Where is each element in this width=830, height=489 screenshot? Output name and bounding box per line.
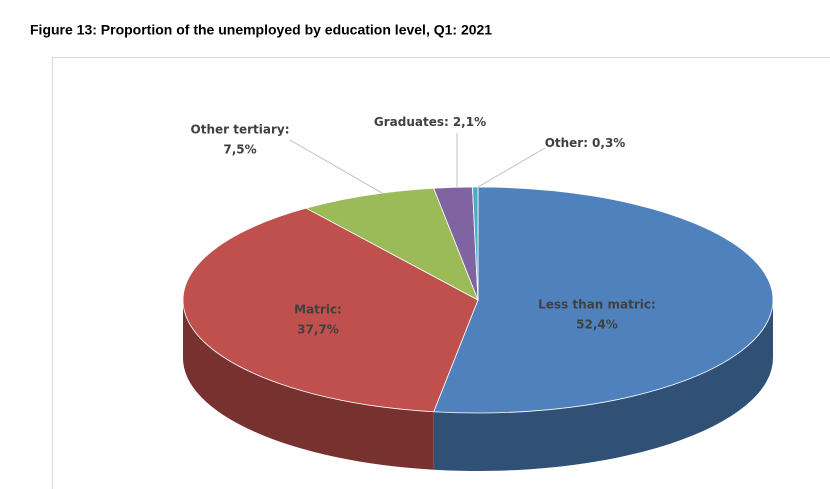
- data-label: Graduates: 2,1%: [374, 115, 486, 129]
- data-label: Other: 0,3%: [545, 136, 626, 150]
- slice: [305, 187, 479, 301]
- label-value: 7,5%: [223, 143, 256, 157]
- label-name: Other:: [545, 136, 588, 150]
- label-name: Other tertiary:: [191, 123, 290, 137]
- label-name: Matric:: [294, 303, 342, 317]
- label-value: 2,1%: [453, 115, 486, 129]
- label-value: 37,7%: [297, 323, 339, 337]
- label-name: Less than matric:: [538, 298, 656, 312]
- leader-line: [289, 139, 383, 194]
- leader-line: [477, 147, 546, 188]
- label-value: 0,3%: [592, 136, 625, 150]
- label-value: 52,4%: [576, 318, 618, 332]
- slice-side: [182, 300, 434, 470]
- slice: [472, 186, 479, 301]
- label-name: Graduates:: [374, 115, 449, 129]
- slice: [433, 186, 774, 414]
- chart-frame: [52, 57, 830, 489]
- slice-side: [433, 300, 773, 471]
- slice: [182, 207, 479, 413]
- chart-title: Figure 13: Proportion of the unemployed …: [30, 22, 492, 38]
